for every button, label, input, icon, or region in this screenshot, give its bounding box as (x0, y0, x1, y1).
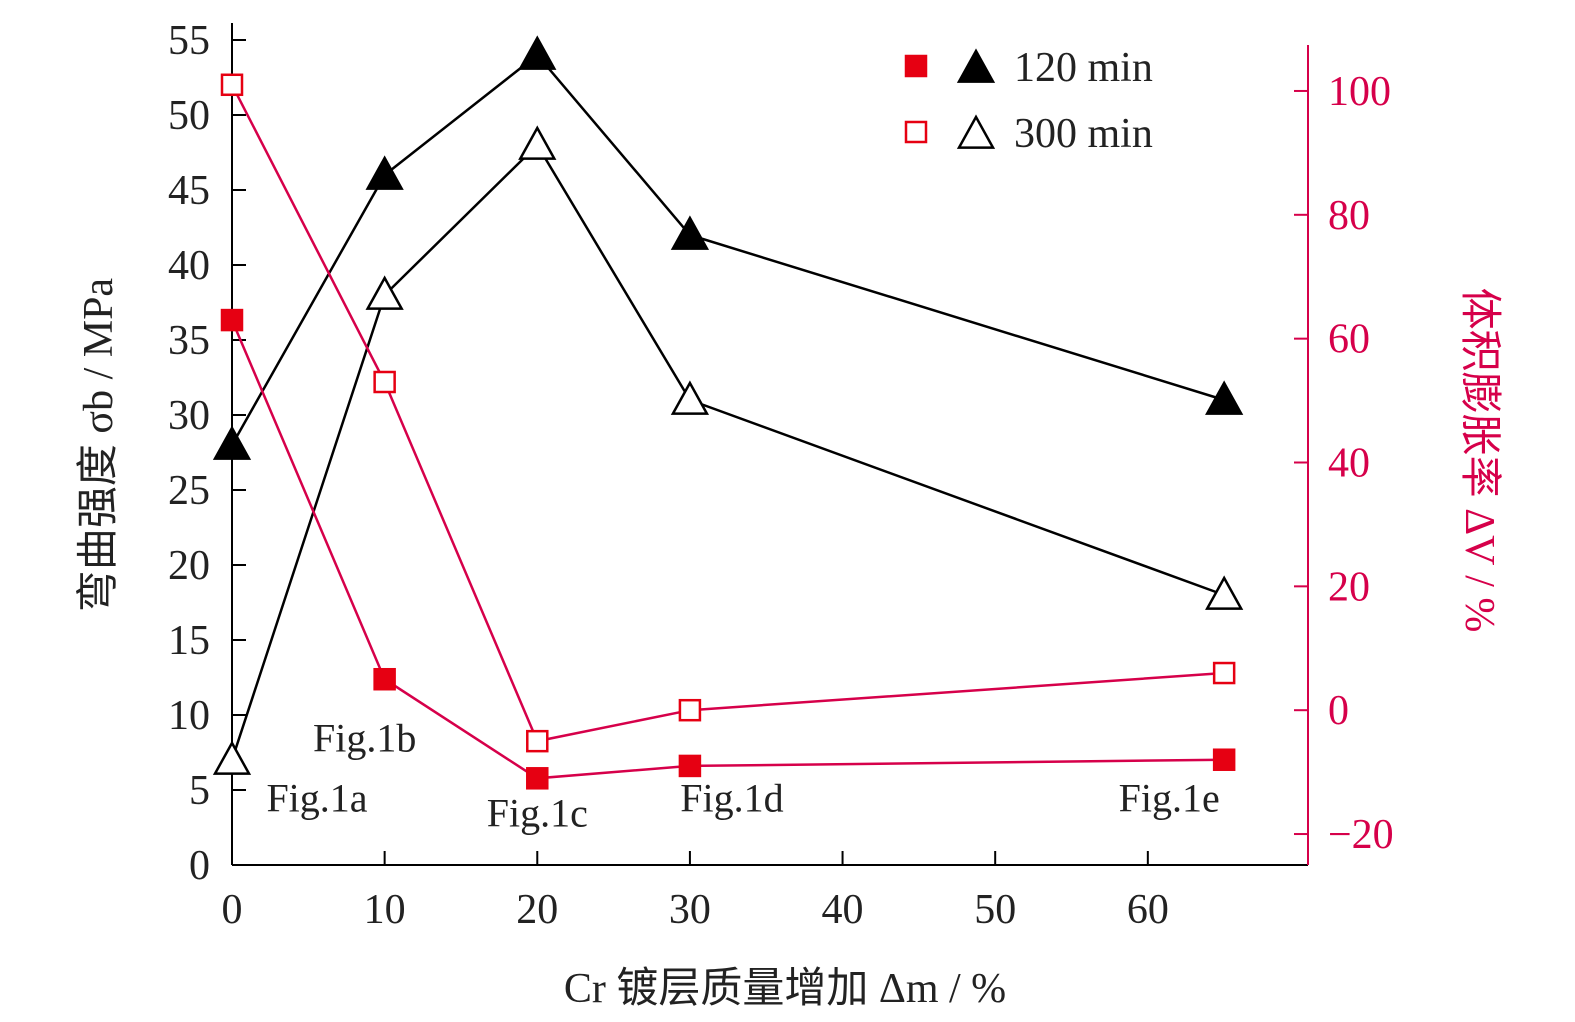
triangle-marker (212, 740, 252, 775)
triangle-marker (212, 425, 252, 460)
axes: 0 10 20 30 40 50 60 0 5 10 15 20 25 30 35 40 45 50 55 −20 0 2… (75, 18, 1503, 1012)
triangle-marker (365, 155, 404, 190)
y-right-tick-label: 60 (1328, 317, 1370, 363)
y-left-tick-label: 50 (168, 93, 210, 139)
annotation-label: Fig.1c (487, 791, 588, 836)
annotation-label: Fig.1a (266, 776, 367, 821)
y-left-tick-label: 15 (168, 618, 210, 664)
triangle-marker (1205, 575, 1244, 610)
y-right-tick-label: 100 (1328, 69, 1391, 115)
legend-label: 300 min (1014, 111, 1153, 157)
y-left-tick-label: 10 (168, 693, 210, 739)
x-axis-title: Cr 镀层质量增加 Δm / % (564, 966, 1006, 1012)
legend-entry: 300 min (904, 111, 1153, 157)
triangle-marker (956, 48, 996, 83)
y-right-tick-label: −20 (1328, 812, 1394, 858)
square-marker (678, 698, 702, 722)
annotations: Fig.1a Fig.1b Fig.1c Fig.1d Fig.1e (266, 716, 1219, 836)
legend-label: 120 min (1014, 45, 1153, 91)
triangle-marker (670, 380, 710, 415)
annotation-label: Fig.1b (313, 716, 416, 761)
series-open-triangle (212, 125, 1244, 775)
y-left-tick-label: 55 (168, 18, 210, 64)
triangle-marker (670, 215, 710, 250)
x-tick-label: 50 (974, 887, 1016, 933)
y-right-tick-label: 40 (1328, 441, 1370, 487)
annotation-label: Fig.1e (1119, 776, 1220, 821)
y-left-tick-label: 45 (168, 168, 210, 214)
legend: 120 min 300 min (904, 45, 1153, 157)
triangle-marker (518, 125, 557, 160)
triangle-marker (1205, 380, 1244, 415)
x-tick-label: 60 (1127, 887, 1169, 933)
y-left-tick-label: 20 (168, 543, 210, 589)
y-left-tick-label: 5 (189, 768, 210, 814)
y-right-tick-label: 20 (1328, 564, 1370, 610)
square-marker (220, 308, 244, 332)
triangle-marker (956, 114, 996, 149)
series-layer (212, 35, 1244, 790)
annotation-label: Fig.1d (680, 776, 783, 821)
y-left-tick-label: 40 (168, 243, 210, 289)
x-tick-label: 0 (222, 887, 243, 933)
x-tick-label: 30 (669, 887, 711, 933)
square-marker (526, 729, 549, 753)
x-tick-label: 10 (364, 887, 406, 933)
square-marker (678, 754, 702, 778)
series-open-square (220, 73, 1236, 753)
x-tick-label: 20 (516, 887, 558, 933)
y-left-axis-title: 弯曲强度 σb / MPa (75, 278, 122, 613)
y-left-tick-label: 30 (168, 393, 210, 439)
square-marker (1212, 661, 1236, 685)
square-marker (904, 120, 928, 144)
square-marker (526, 767, 549, 790)
y-right-axis-title: 体积膨胀率 ΔV / % (1456, 288, 1503, 633)
x-tick-label: 40 (822, 887, 864, 933)
series-filled-square (220, 308, 1236, 790)
square-marker (1212, 748, 1236, 771)
triangle-marker (365, 275, 404, 310)
series-filled-triangle (212, 35, 1244, 460)
legend-entry: 120 min (904, 45, 1153, 91)
y-right-tick-label: 80 (1328, 193, 1370, 239)
square-marker (373, 667, 396, 691)
square-marker (904, 54, 928, 78)
y-left-tick-label: 35 (168, 318, 210, 364)
y-left-tick-label: 25 (168, 468, 210, 514)
triangle-marker (518, 35, 557, 70)
square-marker (373, 370, 396, 394)
square-marker (220, 73, 244, 97)
y-right-tick-label: 0 (1328, 688, 1349, 734)
y-left-tick-label: 0 (189, 843, 210, 889)
